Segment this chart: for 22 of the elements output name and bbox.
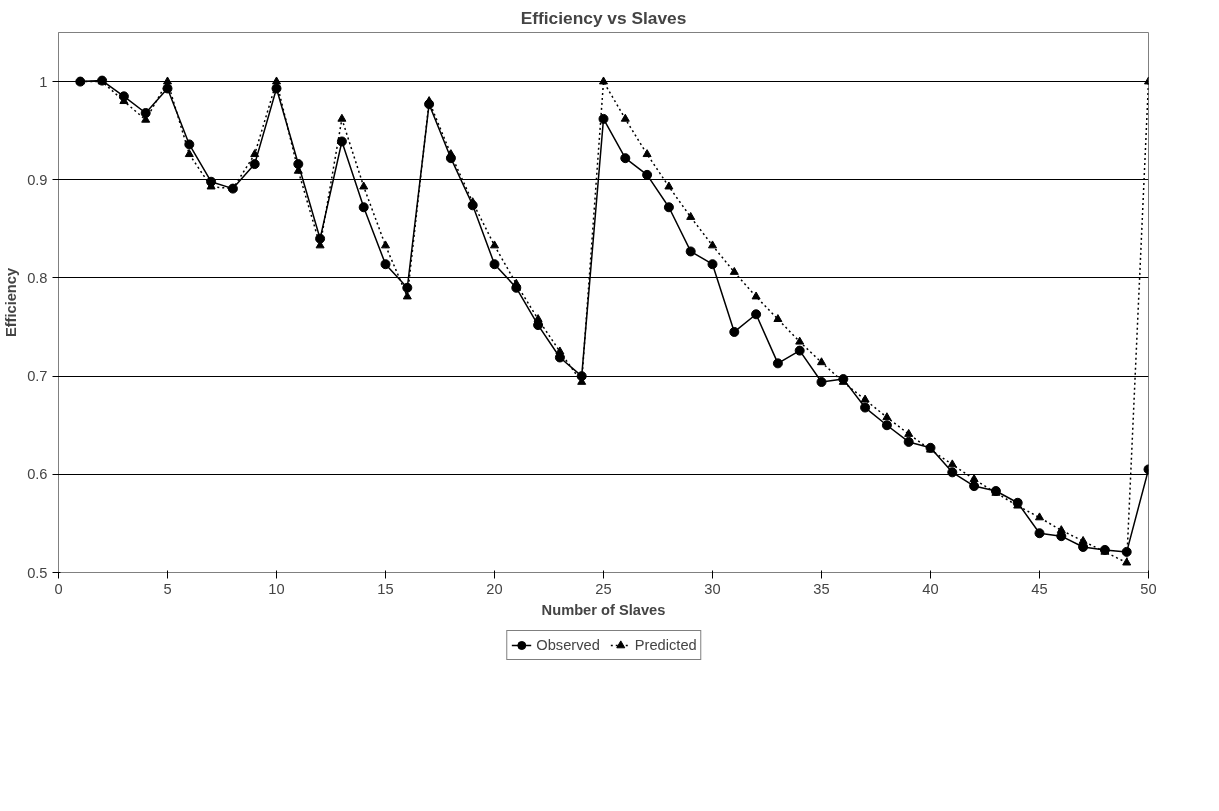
legend-label: Observed (536, 637, 600, 653)
x-tick-label: 45 (1031, 580, 1048, 597)
x-tick-label: 40 (922, 580, 939, 597)
y-axis-title: Efficiency (3, 267, 20, 338)
chart-title: Efficiency vs Slaves (520, 7, 687, 28)
x-tick-label: 25 (595, 580, 612, 597)
x-tick-label: 10 (268, 580, 285, 597)
x-tick-label: 30 (704, 580, 721, 597)
x-tick-label: 50 (1140, 580, 1157, 597)
x-axis-title: Number of Slaves (541, 601, 666, 618)
x-tick-label: 35 (813, 580, 830, 597)
x-tick-label: 0 (54, 580, 63, 597)
y-tick-label: 0.7 (27, 368, 48, 385)
legend-label: Predicted (634, 637, 697, 653)
y-tick-label: 0.6 (27, 466, 48, 483)
y-tick-label: 0.8 (27, 269, 48, 286)
y-tick-label: 0.9 (27, 171, 48, 188)
y-tick-label: 0.5 (27, 564, 48, 581)
x-tick-label: 20 (486, 580, 503, 597)
x-tick-label: 5 (163, 580, 172, 597)
x-tick-label: 15 (377, 580, 394, 597)
y-tick-label: 1 (39, 73, 48, 90)
